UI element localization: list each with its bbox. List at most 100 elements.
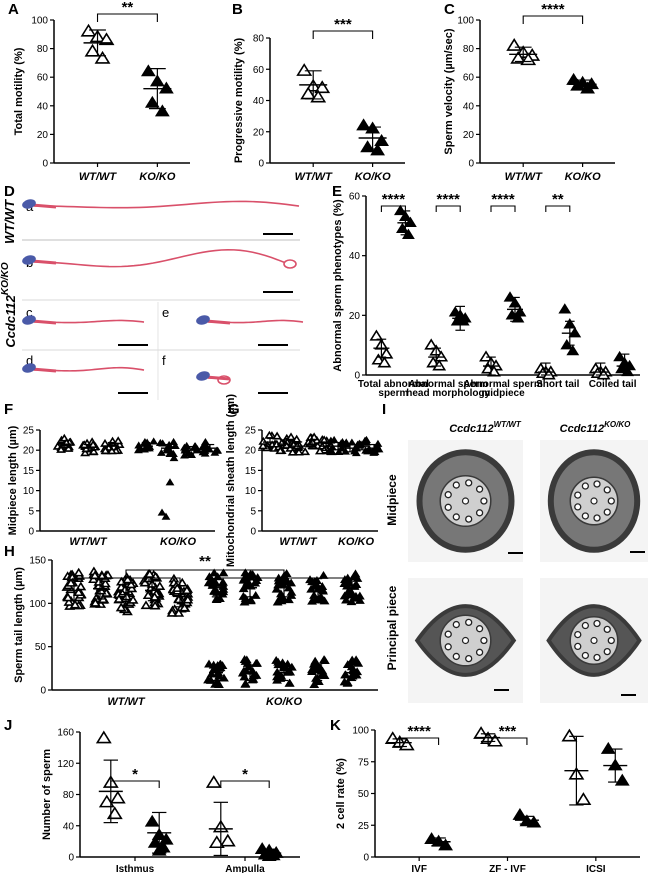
microtubule-doublet	[607, 636, 615, 645]
microtubule-doublet	[603, 508, 611, 516]
y-tick-label: 60	[349, 192, 361, 203]
ko-point-short	[319, 655, 329, 664]
gene-name: Ccdc112	[560, 423, 604, 435]
panel-letter-k: K	[330, 717, 341, 734]
microtubule-doublet	[444, 503, 452, 511]
significance-label: ****	[437, 191, 461, 208]
y-tick-label: 0	[354, 371, 360, 382]
y-axis-label: Number of sperm	[41, 749, 53, 840]
microtubule-doublet	[574, 503, 582, 511]
y-tick-label: 0	[42, 159, 48, 170]
ko-point	[325, 447, 335, 455]
ko-point	[165, 449, 175, 457]
ko-point	[250, 591, 261, 599]
microtubule-doublet	[574, 642, 582, 651]
wt-point	[369, 329, 384, 341]
wt-point	[487, 733, 504, 747]
wt-point	[176, 577, 188, 587]
y-tick-label: 0	[363, 853, 369, 864]
wt-point	[314, 80, 331, 94]
ko-point-short	[339, 677, 350, 686]
wt-point	[69, 599, 81, 609]
significance-label: ****	[541, 1, 565, 18]
ko-point-short	[273, 657, 284, 666]
wt-point	[106, 446, 117, 455]
micrograph-label-d: d	[26, 353, 33, 368]
x-tick-label: Ampulla	[225, 864, 265, 873]
ko-group-bracket	[215, 577, 353, 586]
sperm-d	[22, 363, 145, 373]
ko-point	[209, 568, 220, 577]
ko-point	[503, 291, 517, 302]
x-tick-label: Abnormal sperm	[408, 379, 488, 390]
sperm-midpiece	[31, 367, 57, 373]
wt-point	[258, 441, 268, 450]
significance-bracket	[399, 737, 440, 745]
panel-letter-e: E	[332, 183, 342, 200]
x-tick-label: head morphology	[406, 388, 490, 399]
y-tick-label: 0	[258, 159, 264, 170]
micrograph-label-e: e	[162, 305, 169, 320]
sperm-b	[22, 248, 297, 269]
y-tick-label: 40	[63, 821, 75, 832]
microtubule-doublet	[603, 625, 611, 634]
wt-point	[293, 447, 304, 456]
ko-point	[252, 573, 263, 581]
y-tick-label: 15	[23, 466, 35, 477]
significance-bracket	[125, 569, 285, 578]
microtubule-doublet	[581, 621, 590, 630]
significance-bracket	[312, 30, 374, 39]
group-label: WT/WT	[69, 536, 108, 548]
ko-point-short	[252, 658, 263, 667]
ko-point	[282, 576, 293, 585]
microtubule-doublet	[593, 480, 601, 488]
y-axis-label: Mitochondrial sheath length (µm)	[225, 394, 237, 568]
significance-bracket	[220, 780, 270, 788]
wt-point	[62, 592, 74, 602]
central-pair	[590, 497, 598, 505]
significance-bracket	[435, 205, 461, 212]
ko-point	[276, 596, 287, 605]
y-tick-label: 10	[245, 486, 257, 497]
ko-point	[155, 438, 165, 446]
wt-point	[100, 438, 110, 447]
wt-row-label: WT/WT	[2, 199, 17, 244]
y-tick-label: 20	[245, 446, 257, 457]
microtubule-doublet	[475, 625, 484, 633]
ko-point-short	[248, 671, 259, 680]
x-tick-label: Isthmus	[116, 864, 155, 873]
genotype-superscript: WT/WT	[494, 420, 522, 429]
ko-point-short	[239, 672, 250, 681]
wt-point	[205, 775, 222, 788]
panel-letter-h: H	[4, 543, 15, 560]
y-tick-label: 100	[29, 599, 46, 610]
group-label: KO/KO	[338, 536, 375, 548]
ko-point	[281, 569, 292, 578]
y-tick-label: 20	[23, 446, 35, 457]
microtubule-doublet	[593, 653, 601, 662]
ko-outlier	[161, 512, 171, 520]
y-tick-label: 80	[63, 790, 75, 801]
ko-point	[238, 575, 249, 584]
significance-bracket	[380, 205, 406, 212]
wt-point	[149, 600, 161, 610]
significance-bracket	[545, 205, 571, 212]
sperm-a	[22, 199, 300, 209]
ko-point	[207, 577, 218, 585]
sperm-midpiece	[31, 259, 57, 265]
sperm-midpiece	[31, 203, 57, 209]
ko-point	[374, 134, 389, 146]
panel-a-chart: A 0 20 40 60 80 100 Total motility (%) WT/WT KO/K…	[8, 0, 190, 183]
significance-bracket	[522, 15, 584, 24]
x-tick-label: KO/KO	[565, 171, 602, 183]
x-tick-label: midpiece	[481, 388, 525, 399]
x-tick-label: WT/WT	[79, 171, 118, 183]
x-tick-label: Abnormal sperm	[463, 379, 543, 390]
ko-point	[613, 350, 626, 362]
x-tick-label: Total abnormal	[358, 379, 429, 390]
group-label: KO/KO	[266, 696, 303, 708]
ko-point	[310, 595, 321, 604]
y-axis-label: Sperm tail length (µm)	[13, 567, 25, 683]
microtubule-doublet	[581, 482, 590, 490]
